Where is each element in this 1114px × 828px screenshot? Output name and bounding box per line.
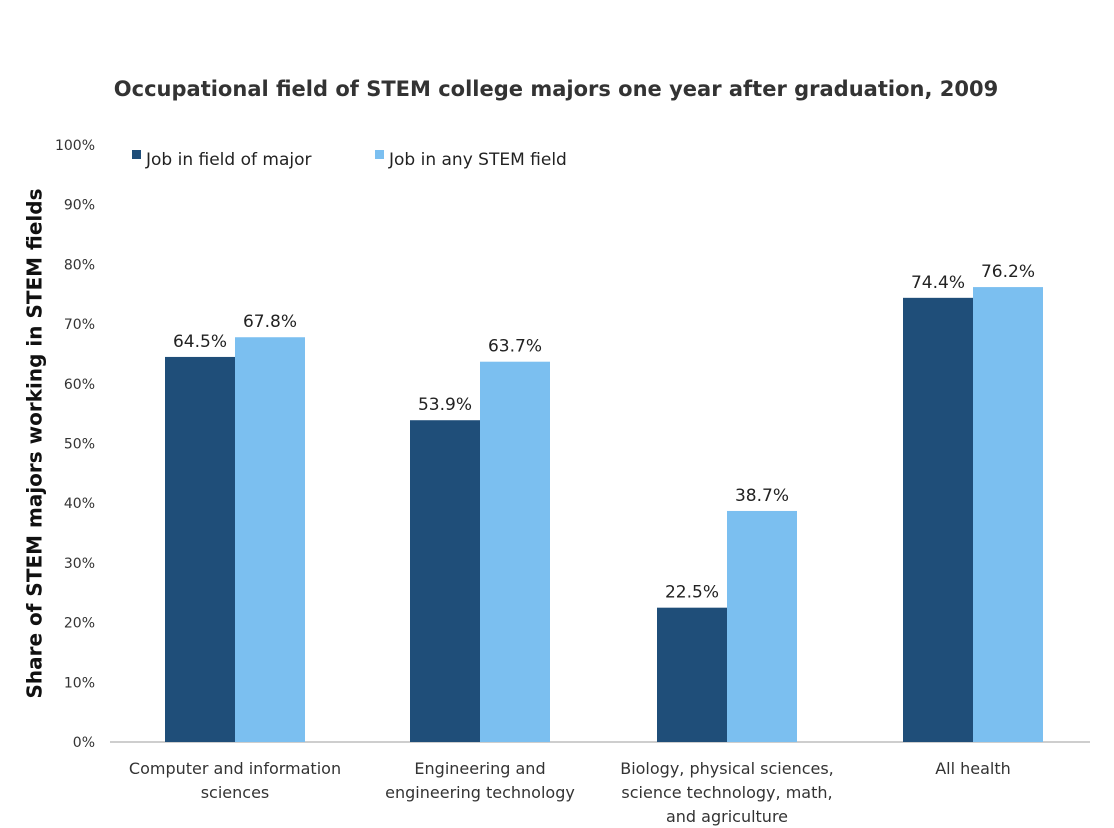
bars — [165, 287, 1043, 742]
y-axis-ticks: 0% 10% 20% 30% 40% 50% 60% 70% 80% 90% 100% — [55, 138, 95, 751]
value-labels: 64.5% 53.9% 22.5% 74.4% 67.8% 63.7% 38.7% 76.2% — [173, 262, 1035, 603]
category-label: All health — [935, 759, 1011, 778]
category-label-line: engineering technology — [385, 783, 575, 802]
legend-swatch — [132, 150, 141, 159]
bar-any-stem-field-1 — [480, 361, 550, 742]
y-tick-label: 40% — [64, 496, 95, 512]
y-tick-label: 0% — [73, 735, 95, 751]
bar-any-stem-field-2 — [727, 510, 797, 742]
bar-field-of-major-1 — [410, 420, 480, 742]
y-tick-label: 100% — [55, 138, 95, 154]
y-tick-label: 80% — [64, 257, 95, 273]
bar-field-of-major-3 — [903, 297, 973, 742]
category-label: Computer and information sciences — [129, 759, 341, 802]
value-label: 63.7% — [488, 337, 542, 357]
bar-field-of-major-0 — [165, 356, 235, 742]
category-label: Biology, physical sciences, science techn… — [620, 759, 834, 826]
category-label-line: All health — [935, 759, 1011, 778]
value-label: 64.5% — [173, 332, 227, 352]
y-tick-label: 30% — [64, 556, 95, 572]
category-label: Engineering and engineering technology — [385, 759, 575, 802]
category-label-line: Computer and information — [129, 759, 341, 778]
value-label: 38.7% — [735, 486, 789, 506]
value-label: 74.4% — [911, 273, 965, 293]
value-label: 67.8% — [243, 312, 297, 332]
legend-label: Job in any STEM field — [388, 150, 567, 170]
y-tick-label: 60% — [64, 377, 95, 393]
legend-swatch — [375, 150, 384, 159]
y-tick-label: 70% — [64, 317, 95, 333]
chart-title: Occupational field of STEM college major… — [114, 77, 998, 101]
y-tick-label: 50% — [64, 437, 95, 453]
category-labels: Computer and information sciences Engineer… — [129, 759, 1011, 826]
y-axis-title: Share of STEM majors working in STEM fie… — [23, 188, 47, 698]
legend-label: Job in field of major — [145, 150, 311, 170]
value-label: 22.5% — [665, 583, 719, 603]
category-label-line: and agriculture — [666, 807, 788, 826]
bar-field-of-major-2 — [657, 607, 727, 742]
y-tick-label: 20% — [64, 616, 95, 632]
y-tick-label: 90% — [64, 198, 95, 214]
category-label-line: Engineering and — [414, 759, 545, 778]
category-label-line: sciences — [201, 783, 270, 802]
value-label: 53.9% — [418, 395, 472, 415]
bar-any-stem-field-3 — [973, 287, 1043, 742]
bar-any-stem-field-0 — [235, 337, 305, 742]
value-label: 76.2% — [981, 262, 1035, 282]
category-label-line: Biology, physical sciences, — [620, 759, 834, 778]
legend: Job in field of major Job in any STEM fie… — [132, 150, 567, 170]
y-tick-label: 10% — [64, 675, 95, 691]
category-label-line: science technology, math, — [621, 783, 832, 802]
